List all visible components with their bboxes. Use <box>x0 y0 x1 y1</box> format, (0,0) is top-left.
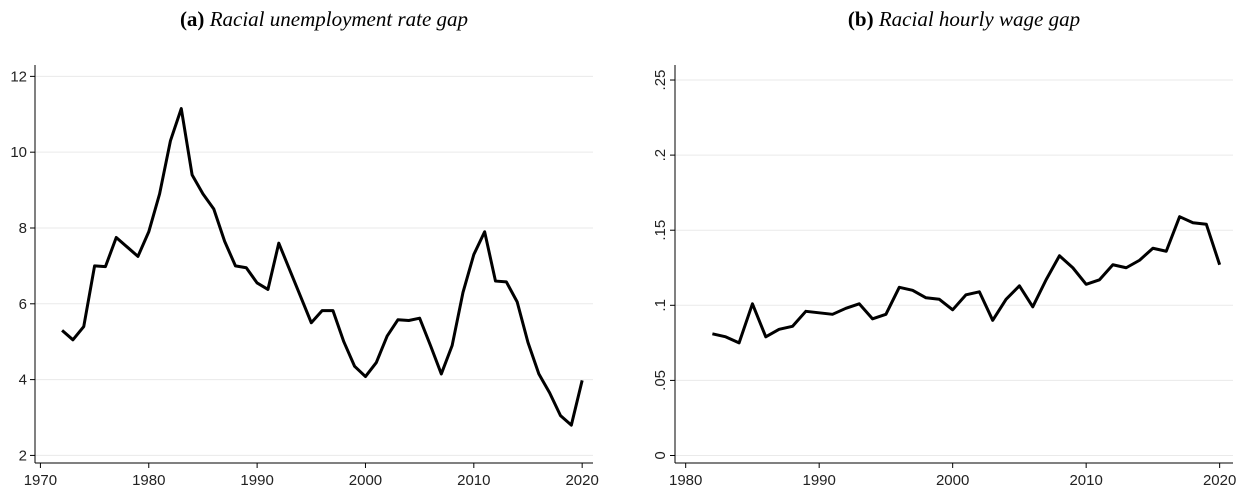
x-tick-label: 2020 <box>565 472 598 489</box>
x-tick-label: 1980 <box>669 472 702 489</box>
y-tick-label: 8 <box>19 220 27 237</box>
y-tick-label: .2 <box>652 149 669 162</box>
y-tick-label: 0 <box>652 451 669 459</box>
title-text: Racial hourly wage gap <box>878 7 1080 31</box>
y-tick-label: .05 <box>652 370 669 391</box>
x-tick-label: 1970 <box>24 472 57 489</box>
y-tick-label: 6 <box>19 296 27 313</box>
x-tick-label: 2010 <box>1069 472 1102 489</box>
x-tick-label: 1980 <box>132 472 165 489</box>
panel-label: (b) <box>848 7 874 31</box>
chart-title: (a) Racial unemployment rate gap <box>180 7 468 31</box>
x-tick-label: 1990 <box>802 472 835 489</box>
y-tick-label: 2 <box>19 447 27 464</box>
series-line <box>712 215 1222 345</box>
title-text: Racial unemployment rate gap <box>209 7 468 31</box>
x-tick-label: 2020 <box>1203 472 1236 489</box>
y-tick-label: .1 <box>652 299 669 312</box>
x-tick-label: 2010 <box>457 472 490 489</box>
series-line <box>61 107 584 427</box>
panel-label: (a) <box>180 7 205 31</box>
y-tick-label: 12 <box>10 68 27 85</box>
chart-panel: (a) Racial unemployment rate gap 2 4 6 8 10 12… <box>10 7 599 489</box>
y-tick-label: 4 <box>19 372 27 389</box>
y-tick-label: .15 <box>652 220 669 241</box>
x-tick-label: 2000 <box>349 472 382 489</box>
chart-panel: (b) Racial hourly wage gap 0 .05 .1 .15 .2 .25… <box>652 7 1236 489</box>
x-tick-label: 2000 <box>936 472 969 489</box>
chart-title: (b) Racial hourly wage gap <box>848 7 1080 31</box>
y-tick-label: .25 <box>652 70 669 91</box>
x-tick-label: 1990 <box>240 472 273 489</box>
y-tick-label: 10 <box>10 144 27 161</box>
